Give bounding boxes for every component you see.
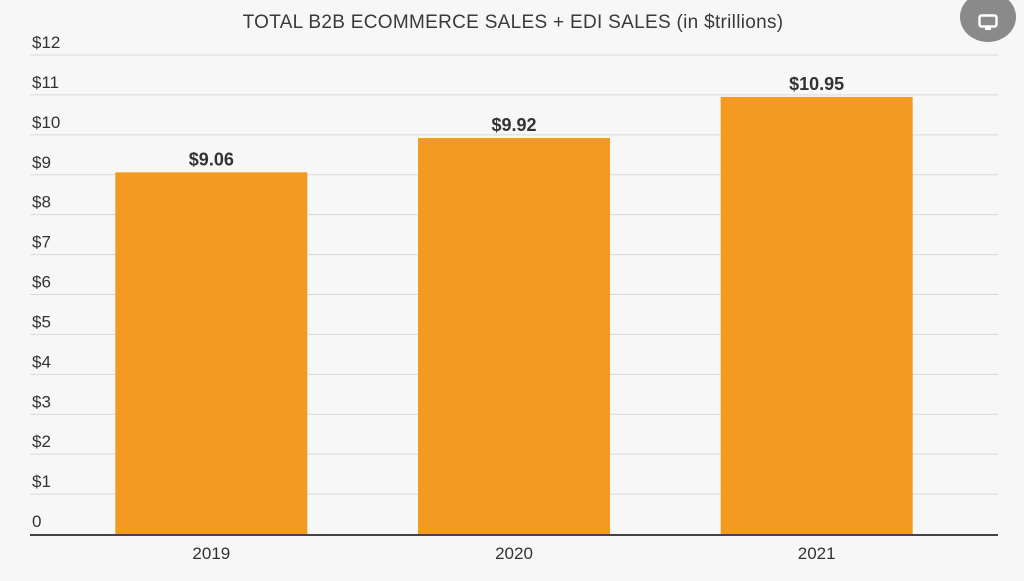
- bar: [418, 138, 610, 534]
- y-tick-label: $4: [32, 352, 51, 371]
- monitor-icon: [978, 14, 998, 30]
- bar: [115, 172, 308, 535]
- data-label: $9.06: [189, 149, 234, 169]
- data-label: $10.95: [789, 74, 844, 94]
- data-labels: $9.06 $9.92 $10.95: [189, 74, 844, 169]
- y-tick-label: $6: [32, 273, 51, 292]
- bar: [720, 96, 913, 534]
- y-tick-label: $2: [32, 432, 51, 451]
- x-tick-label: 2019: [192, 544, 230, 563]
- display-toggle-button[interactable]: [960, 0, 1016, 42]
- y-tick-label: 0: [32, 512, 41, 531]
- x-tick-label: 2021: [798, 544, 836, 563]
- x-tick-label: 2020: [495, 544, 533, 563]
- y-tick-label: $5: [32, 312, 51, 331]
- y-tick-label: $11: [32, 73, 59, 92]
- y-axis: 0 $1 $2 $3 $4 $5 $6 $7 $8 $9 $10 $11 $12: [32, 33, 60, 531]
- x-axis: 2019 2020 2021: [192, 544, 835, 563]
- bars: [115, 96, 913, 535]
- y-tick-label: $1: [32, 472, 51, 491]
- y-tick-label: $9: [32, 153, 51, 172]
- y-tick-label: $12: [32, 33, 60, 52]
- data-label: $9.92: [491, 115, 536, 135]
- y-tick-label: $10: [32, 113, 60, 132]
- y-tick-label: $7: [32, 233, 51, 252]
- chart-title: TOTAL B2B ECOMMERCE SALES + EDI SALES (i…: [243, 12, 784, 33]
- y-tick-label: $8: [32, 193, 51, 212]
- y-tick-label: $3: [32, 392, 51, 411]
